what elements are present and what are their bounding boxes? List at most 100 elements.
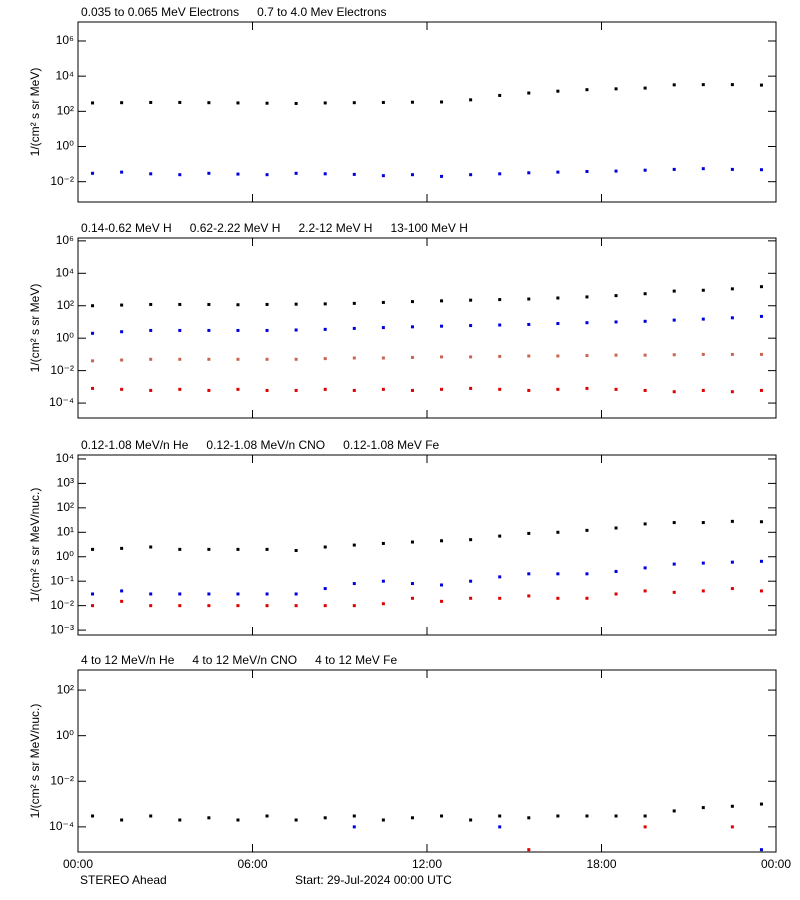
y-tick-label: 10⁻² bbox=[50, 363, 74, 377]
data-point bbox=[759, 589, 763, 593]
data-point bbox=[469, 98, 473, 102]
data-point bbox=[352, 326, 356, 330]
data-point bbox=[440, 539, 444, 543]
data-point bbox=[265, 547, 269, 551]
y-tick-label: 10⁴ bbox=[55, 451, 74, 465]
data-point bbox=[265, 302, 269, 306]
data-point bbox=[585, 814, 589, 818]
data-point bbox=[527, 572, 531, 576]
legend-entry: 2.2-12 MeV H bbox=[298, 221, 372, 235]
data-point bbox=[323, 172, 327, 176]
data-point bbox=[730, 83, 734, 87]
data-point bbox=[120, 599, 124, 603]
data-point bbox=[643, 292, 647, 296]
data-point bbox=[381, 100, 385, 104]
data-point bbox=[410, 596, 414, 600]
data-point bbox=[352, 356, 356, 360]
footer-start: Start: 29-Jul-2024 00:00 UTC bbox=[295, 873, 452, 887]
data-point bbox=[91, 547, 95, 551]
data-point bbox=[614, 169, 618, 173]
data-point bbox=[91, 604, 95, 608]
data-point bbox=[556, 89, 560, 93]
x-tick-label: 00:00 bbox=[63, 857, 93, 871]
data-point bbox=[701, 83, 705, 87]
data-point bbox=[614, 526, 618, 530]
data-point bbox=[643, 825, 647, 829]
data-point bbox=[527, 531, 531, 535]
x-tick-label: 18:00 bbox=[586, 857, 616, 871]
data-point bbox=[207, 604, 211, 608]
data-point bbox=[759, 848, 763, 852]
y-tick-label: 10² bbox=[57, 682, 74, 696]
data-point bbox=[585, 321, 589, 325]
data-point bbox=[730, 167, 734, 171]
data-point bbox=[643, 566, 647, 570]
data-point bbox=[469, 324, 473, 328]
data-point bbox=[672, 318, 676, 322]
y-tick-label: 10² bbox=[57, 104, 74, 118]
data-point bbox=[440, 100, 444, 104]
data-point bbox=[469, 173, 473, 177]
data-point bbox=[207, 101, 211, 105]
y-tick-label: 10⁰ bbox=[56, 728, 74, 742]
data-point bbox=[672, 83, 676, 87]
data-point bbox=[759, 388, 763, 392]
data-point bbox=[381, 300, 385, 304]
data-point bbox=[236, 592, 240, 596]
data-point bbox=[701, 288, 705, 292]
data-point bbox=[352, 543, 356, 547]
y-axis-label: 1/(cm² s sr MeV/nuc.) bbox=[28, 704, 42, 819]
data-point bbox=[440, 299, 444, 303]
data-point bbox=[207, 388, 211, 392]
data-point bbox=[236, 387, 240, 391]
data-point bbox=[236, 328, 240, 332]
data-point bbox=[614, 320, 618, 324]
y-tick-label: 10⁻⁴ bbox=[49, 819, 74, 833]
y-tick-label: 10⁶ bbox=[56, 33, 74, 47]
data-point bbox=[294, 171, 298, 175]
y-tick-label: 10⁻² bbox=[50, 773, 74, 787]
y-tick-label: 10⁴ bbox=[55, 265, 74, 279]
data-point bbox=[149, 592, 153, 596]
data-point bbox=[440, 599, 444, 603]
y-tick-label: 10¹ bbox=[57, 524, 74, 538]
data-point bbox=[469, 579, 473, 583]
legend-entry: 0.14-0.62 MeV H bbox=[81, 221, 172, 235]
data-point bbox=[120, 818, 124, 822]
data-point bbox=[498, 534, 502, 538]
y-tick-label: 10⁻¹ bbox=[50, 573, 74, 587]
data-point bbox=[236, 101, 240, 105]
data-point bbox=[614, 87, 618, 91]
data-point bbox=[556, 572, 560, 576]
data-point bbox=[294, 357, 298, 361]
data-point bbox=[236, 604, 240, 608]
legend-entry: 0.12-1.08 MeV/n He bbox=[81, 438, 189, 452]
data-point bbox=[352, 101, 356, 105]
data-point bbox=[236, 357, 240, 361]
data-point bbox=[672, 809, 676, 813]
data-point bbox=[527, 171, 531, 175]
data-point bbox=[352, 604, 356, 608]
data-point bbox=[207, 171, 211, 175]
data-point bbox=[730, 825, 734, 829]
data-point bbox=[759, 520, 763, 524]
data-point bbox=[730, 390, 734, 394]
y-tick-label: 10³ bbox=[57, 476, 74, 490]
data-point bbox=[265, 357, 269, 361]
data-point bbox=[527, 91, 531, 95]
data-point bbox=[352, 814, 356, 818]
data-point bbox=[701, 806, 705, 810]
legend-entry: 13-100 MeV H bbox=[390, 221, 467, 235]
data-point bbox=[759, 168, 763, 172]
data-point bbox=[265, 814, 269, 818]
data-point bbox=[207, 547, 211, 551]
data-point bbox=[527, 354, 531, 358]
data-point bbox=[672, 390, 676, 394]
data-point bbox=[207, 816, 211, 820]
data-point bbox=[265, 173, 269, 177]
data-point bbox=[730, 804, 734, 808]
data-point bbox=[323, 327, 327, 331]
data-point bbox=[381, 818, 385, 822]
legend-entry: 0.035 to 0.065 MeV Electrons bbox=[81, 5, 239, 19]
data-point bbox=[91, 304, 95, 308]
